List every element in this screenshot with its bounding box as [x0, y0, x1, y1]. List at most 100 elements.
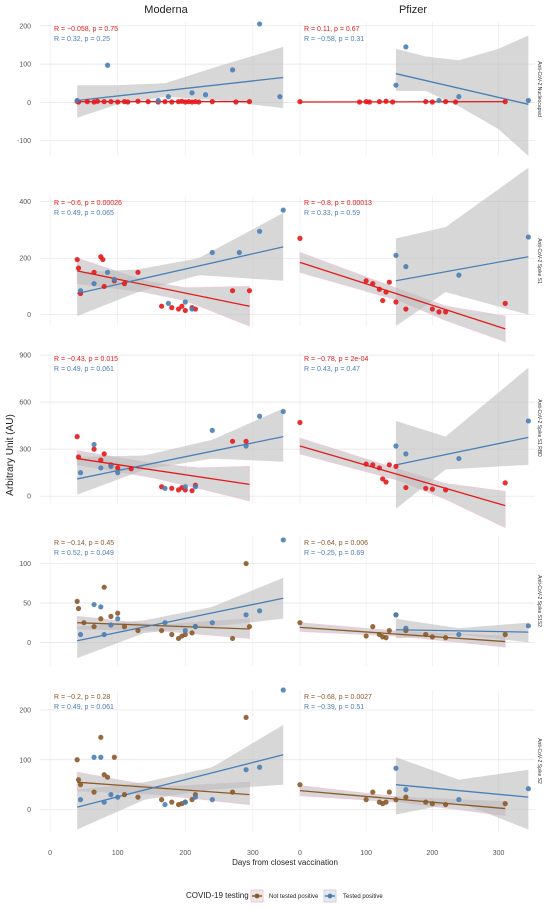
legend: COVID-19 testing Not tested positive Tes… — [186, 889, 383, 903]
data-point-pos — [155, 97, 161, 104]
data-point-pos — [525, 623, 531, 629]
facet-row-2: Anti-CoV-2 Spike S1 0 200 400 R = −0.6, p = … — [19, 167, 542, 343]
data-point-not — [101, 99, 107, 105]
regression-line-pos — [77, 246, 284, 295]
data-point-not — [81, 620, 87, 626]
data-point-not — [452, 99, 459, 105]
data-point-not — [75, 605, 82, 612]
data-point-not — [179, 303, 185, 309]
data-point-not — [75, 265, 82, 271]
data-point-pos — [192, 484, 199, 490]
confidence-band-pos — [395, 367, 529, 509]
facet-row-4: Anti-CoV-2 Spike S1S2 0 50 100 R = −0.14, p … — [19, 536, 542, 666]
data-point-not — [98, 616, 104, 622]
regression-line-pos — [395, 73, 529, 105]
data-point-pos — [436, 97, 442, 104]
data-point-not — [380, 476, 386, 482]
stat-annotation: R = −0.25, p = 0.69 — [304, 550, 364, 557]
data-point-not — [74, 598, 80, 604]
data-point-not — [243, 438, 249, 444]
data-point-pos — [182, 484, 188, 490]
data-point-pos — [115, 616, 121, 622]
data-point-not — [383, 635, 389, 641]
data-point-not — [443, 801, 449, 808]
legend-key-not-tested-positive — [250, 889, 264, 903]
confidence-band-pos — [77, 724, 284, 830]
y-tick-label: 300 — [19, 447, 31, 454]
data-point-not — [423, 485, 429, 491]
data-point-pos — [525, 234, 531, 240]
data-point-pos — [192, 624, 199, 630]
regression-line-pos — [77, 435, 284, 480]
data-point-pos — [209, 249, 215, 256]
stat-annotation: R = 0.49, p = 0.061 — [54, 704, 114, 711]
x-tick-label: 300 — [493, 850, 505, 857]
data-point-not — [363, 278, 369, 284]
data-point-pos — [393, 252, 399, 258]
data-point-pos — [189, 90, 195, 96]
stat-annotation: R = −0.78, p = 2e-04 — [304, 356, 369, 363]
data-point-pos — [403, 44, 409, 50]
stat-annotation: R = 0.32, p = 0.25 — [54, 36, 110, 43]
stat-annotation: R = −0.14, p = 0.45 — [54, 540, 114, 547]
regression-line-not — [299, 445, 506, 507]
data-point-not — [229, 288, 236, 294]
data-point-not — [229, 635, 236, 642]
data-point-not — [246, 624, 253, 630]
x-tick-label: 200 — [427, 850, 439, 857]
stat-annotation: R = −0.2, p = 0.28 — [54, 694, 110, 701]
data-point-not — [135, 794, 141, 800]
data-point-not — [366, 99, 373, 105]
stat-annotation: R = 0.33, p = 0.59 — [304, 210, 360, 217]
data-point-not — [386, 462, 392, 468]
data-point-not — [189, 488, 195, 494]
data-point-not — [94, 98, 101, 104]
data-point-not — [246, 288, 253, 294]
data-point-pos — [91, 281, 97, 287]
data-point-not — [370, 281, 376, 287]
legend-title: COVID-19 testing — [186, 891, 249, 900]
data-point-pos — [256, 608, 263, 614]
data-point-pos — [280, 537, 286, 543]
data-point-not — [115, 610, 121, 616]
data-point-not — [429, 634, 435, 640]
y-tick-label: 100 — [19, 757, 31, 764]
data-point-pos — [403, 787, 409, 793]
data-point-pos — [525, 418, 531, 424]
regression-line-not — [77, 622, 250, 630]
regression-line-pos — [395, 784, 529, 798]
data-point-not — [403, 794, 409, 800]
data-point-not — [390, 99, 396, 105]
data-point-pos — [280, 687, 286, 693]
confidence-band-pos — [77, 408, 284, 495]
legend-key-tested-positive — [323, 889, 337, 903]
y-tick-label: -100 — [17, 138, 31, 145]
data-point-not — [383, 479, 389, 485]
data-point-not — [91, 446, 97, 452]
data-point-pos — [111, 276, 117, 282]
regression-line-not — [77, 270, 250, 307]
data-point-pos — [280, 408, 286, 415]
y-tick-label: 0 — [27, 807, 31, 814]
confidence-band-pos — [395, 35, 529, 156]
data-point-not — [159, 303, 165, 309]
data-point-not — [229, 789, 236, 795]
data-point-not — [125, 99, 131, 105]
data-point-not — [383, 289, 389, 295]
data-point-not — [98, 734, 104, 740]
data-point-not — [135, 269, 141, 275]
y-tick-label: 200 — [19, 256, 31, 263]
data-point-not — [169, 799, 175, 805]
data-point-pos — [456, 455, 462, 462]
data-point-not — [135, 98, 141, 104]
data-point-pos — [108, 463, 114, 469]
stat-annotation: R = −0.39, p = 0.51 — [304, 704, 364, 711]
data-point-pos — [77, 470, 84, 476]
data-point-not — [297, 235, 303, 241]
data-point-pos — [456, 797, 462, 803]
data-point-pos — [202, 92, 209, 98]
data-point-not — [383, 98, 389, 104]
data-point-not — [75, 454, 82, 460]
y-tick-label: 0 — [27, 312, 31, 319]
